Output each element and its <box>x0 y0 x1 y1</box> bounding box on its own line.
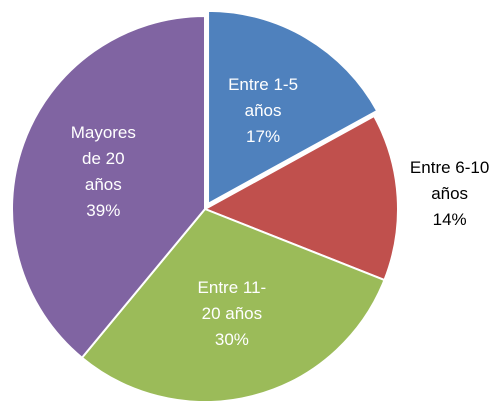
category-label: Mayores de 20 años <box>70 123 136 195</box>
value-label: 30% <box>214 329 249 349</box>
slice-label: Entre 1-5 años 17% <box>221 72 306 150</box>
pie-slice <box>80 207 386 401</box>
category-label: Entre 1-5 años <box>228 74 299 120</box>
slice-label: Mayores de 20 años 39% <box>67 120 139 224</box>
pie-slice <box>11 14 206 360</box>
value-label: 17% <box>246 126 281 146</box>
category-label: Entre 6-10 años <box>409 157 490 203</box>
pie-slice <box>202 114 399 282</box>
category-label: Entre 11-20 años <box>197 277 267 323</box>
slice-label: Entre 11-20 años 30% <box>192 275 272 353</box>
pie-slice <box>207 9 379 206</box>
value-label: 39% <box>86 201 121 221</box>
value-label: 14% <box>432 209 467 229</box>
slice-label: Entre 6-10 años 14% <box>404 155 496 233</box>
